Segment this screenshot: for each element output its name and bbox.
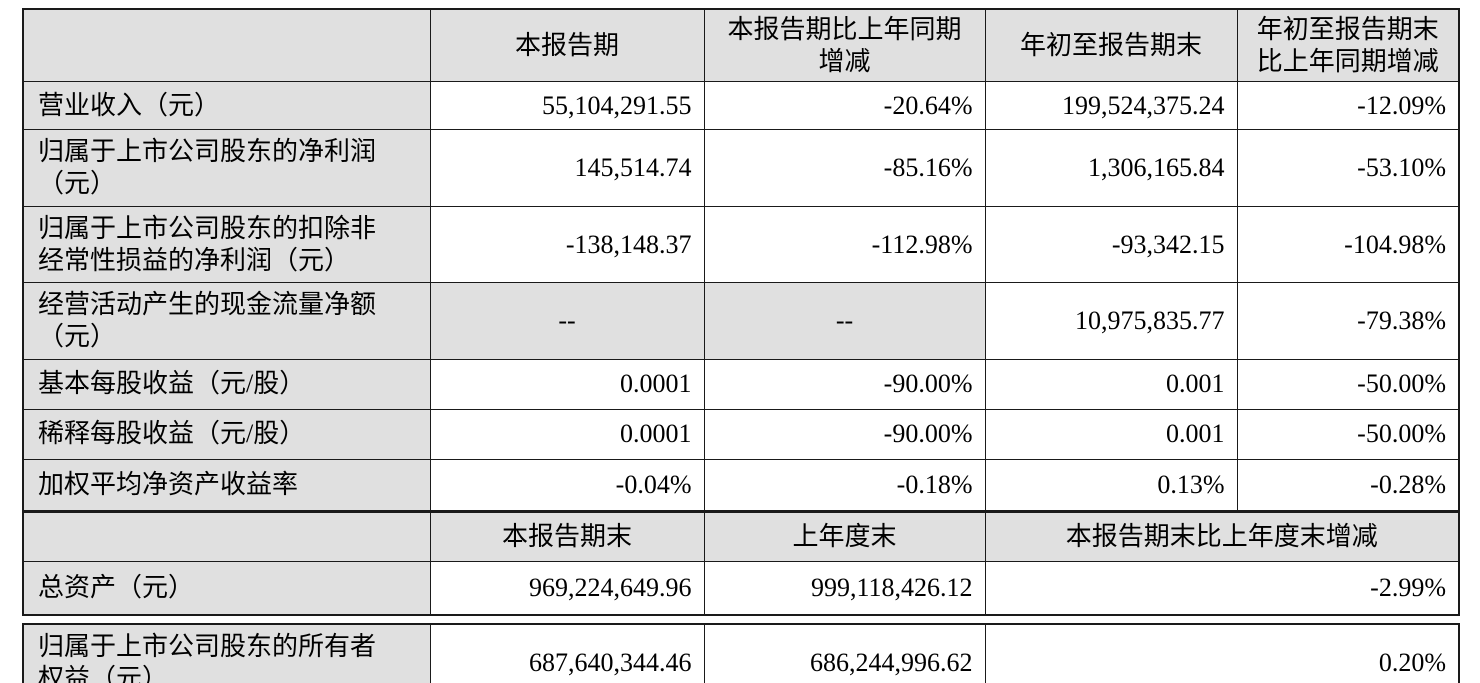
- row-label: 归属于上市公司股东的净利润（元）: [22, 129, 431, 207]
- header-current-period: 本报告期: [429, 8, 705, 83]
- header-year-to-date-yoy-change: 年初至报告期末比上年同期增减: [1236, 8, 1460, 83]
- row-operating-cash-flow: 经营活动产生的现金流量净额（元） -- -- 10,975,835.77 -79…: [22, 282, 1460, 360]
- period-end-header-row: 本报告期末 上年度末 本报告期末比上年度末增减: [22, 509, 1460, 562]
- value-cell: -0.18%: [703, 458, 986, 512]
- value-cell: -93,342.15: [984, 205, 1238, 284]
- value-cell: 0.13%: [984, 458, 1238, 512]
- row-operating-revenue: 营业收入（元） 55,104,291.55 -20.64% 199,524,37…: [22, 81, 1460, 131]
- value-cell: -112.98%: [703, 205, 986, 284]
- row-label: 归属于上市公司股东的扣除非经常性损益的净利润（元）: [22, 205, 431, 284]
- value-cell: 145,514.74: [429, 129, 705, 207]
- value-cell: -12.09%: [1236, 81, 1460, 131]
- value-cell: -104.98%: [1236, 205, 1460, 284]
- not-applicable-cell: --: [703, 282, 986, 360]
- header-end-of-period: 本报告期末: [429, 509, 705, 562]
- value-cell: -50.00%: [1236, 358, 1460, 410]
- value-cell: -85.16%: [703, 129, 986, 207]
- row-total-assets: 总资产（元） 969,224,649.96 999,118,426.12 -2.…: [22, 560, 1460, 616]
- row-label: 加权平均净资产收益率: [22, 458, 431, 512]
- value-cell: 0.20%: [984, 623, 1460, 683]
- row-weighted-avg-roe: 加权平均净资产收益率 -0.04% -0.18% 0.13% -0.28%: [22, 458, 1460, 512]
- value-cell: 969,224,649.96: [429, 560, 705, 616]
- period-header-row: 本报告期 本报告期比上年同期增减 年初至报告期末 年初至报告期末比上年同期增减: [22, 8, 1460, 83]
- value-cell: 0.0001: [429, 358, 705, 410]
- row-label: 稀释每股收益（元/股）: [22, 408, 431, 460]
- value-cell: 0.001: [984, 358, 1238, 410]
- value-cell: 687,640,344.46: [429, 623, 705, 683]
- value-cell: -0.28%: [1236, 458, 1460, 512]
- value-cell: 55,104,291.55: [429, 81, 705, 131]
- value-cell: -90.00%: [703, 408, 986, 460]
- header-period-end-vs-prior-year-end: 本报告期末比上年度末增减: [984, 509, 1460, 562]
- value-cell: -53.10%: [1236, 129, 1460, 207]
- row-net-profit-excl-nonrecurring: 归属于上市公司股东的扣除非经常性损益的净利润（元） -138,148.37 -1…: [22, 205, 1460, 284]
- value-cell: -138,148.37: [429, 205, 705, 284]
- value-cell: -20.64%: [703, 81, 986, 131]
- value-cell: 0.0001: [429, 408, 705, 460]
- row-label: 基本每股收益（元/股）: [22, 358, 431, 410]
- value-cell: 1,306,165.84: [984, 129, 1238, 207]
- value-cell: -0.04%: [429, 458, 705, 512]
- value-cell: -50.00%: [1236, 408, 1460, 460]
- key-accounting-data-table: 本报告期 本报告期比上年同期增减 年初至报告期末 年初至报告期末比上年同期增减 …: [22, 8, 1460, 617]
- value-cell: 0.001: [984, 408, 1238, 460]
- corner-header-cell: [22, 8, 431, 83]
- value-cell: 999,118,426.12: [703, 560, 986, 616]
- row-equity-attributable: 归属于上市公司股东的所有者权益（元） 687,640,344.46 686,24…: [22, 623, 1460, 683]
- value-cell: 686,244,996.62: [703, 623, 986, 683]
- value-cell: -79.38%: [1236, 282, 1460, 360]
- header-year-to-date: 年初至报告期末: [984, 8, 1238, 83]
- row-net-profit-attributable: 归属于上市公司股东的净利润（元） 145,514.74 -85.16% 1,30…: [22, 129, 1460, 207]
- not-applicable-cell: --: [429, 282, 705, 360]
- value-cell: -2.99%: [984, 560, 1460, 616]
- row-diluted-eps: 稀释每股收益（元/股） 0.0001 -90.00% 0.001 -50.00%: [22, 408, 1460, 460]
- row-basic-eps: 基本每股收益（元/股） 0.0001 -90.00% 0.001 -50.00%: [22, 358, 1460, 410]
- row-label: 营业收入（元）: [22, 81, 431, 131]
- value-cell: -90.00%: [703, 358, 986, 410]
- row-label: 总资产（元）: [22, 560, 431, 616]
- value-cell: 10,975,835.77: [984, 282, 1238, 360]
- header-end-of-prior-year: 上年度末: [703, 509, 986, 562]
- equity-row-table: 归属于上市公司股东的所有者权益（元） 687,640,344.46 686,24…: [22, 623, 1460, 683]
- row-label: 经营活动产生的现金流量净额（元）: [22, 282, 431, 360]
- row-label: 归属于上市公司股东的所有者权益（元）: [22, 623, 431, 683]
- corner-header-cell: [22, 509, 431, 562]
- header-current-period-yoy-change: 本报告期比上年同期增减: [703, 8, 986, 83]
- value-cell: 199,524,375.24: [984, 81, 1238, 131]
